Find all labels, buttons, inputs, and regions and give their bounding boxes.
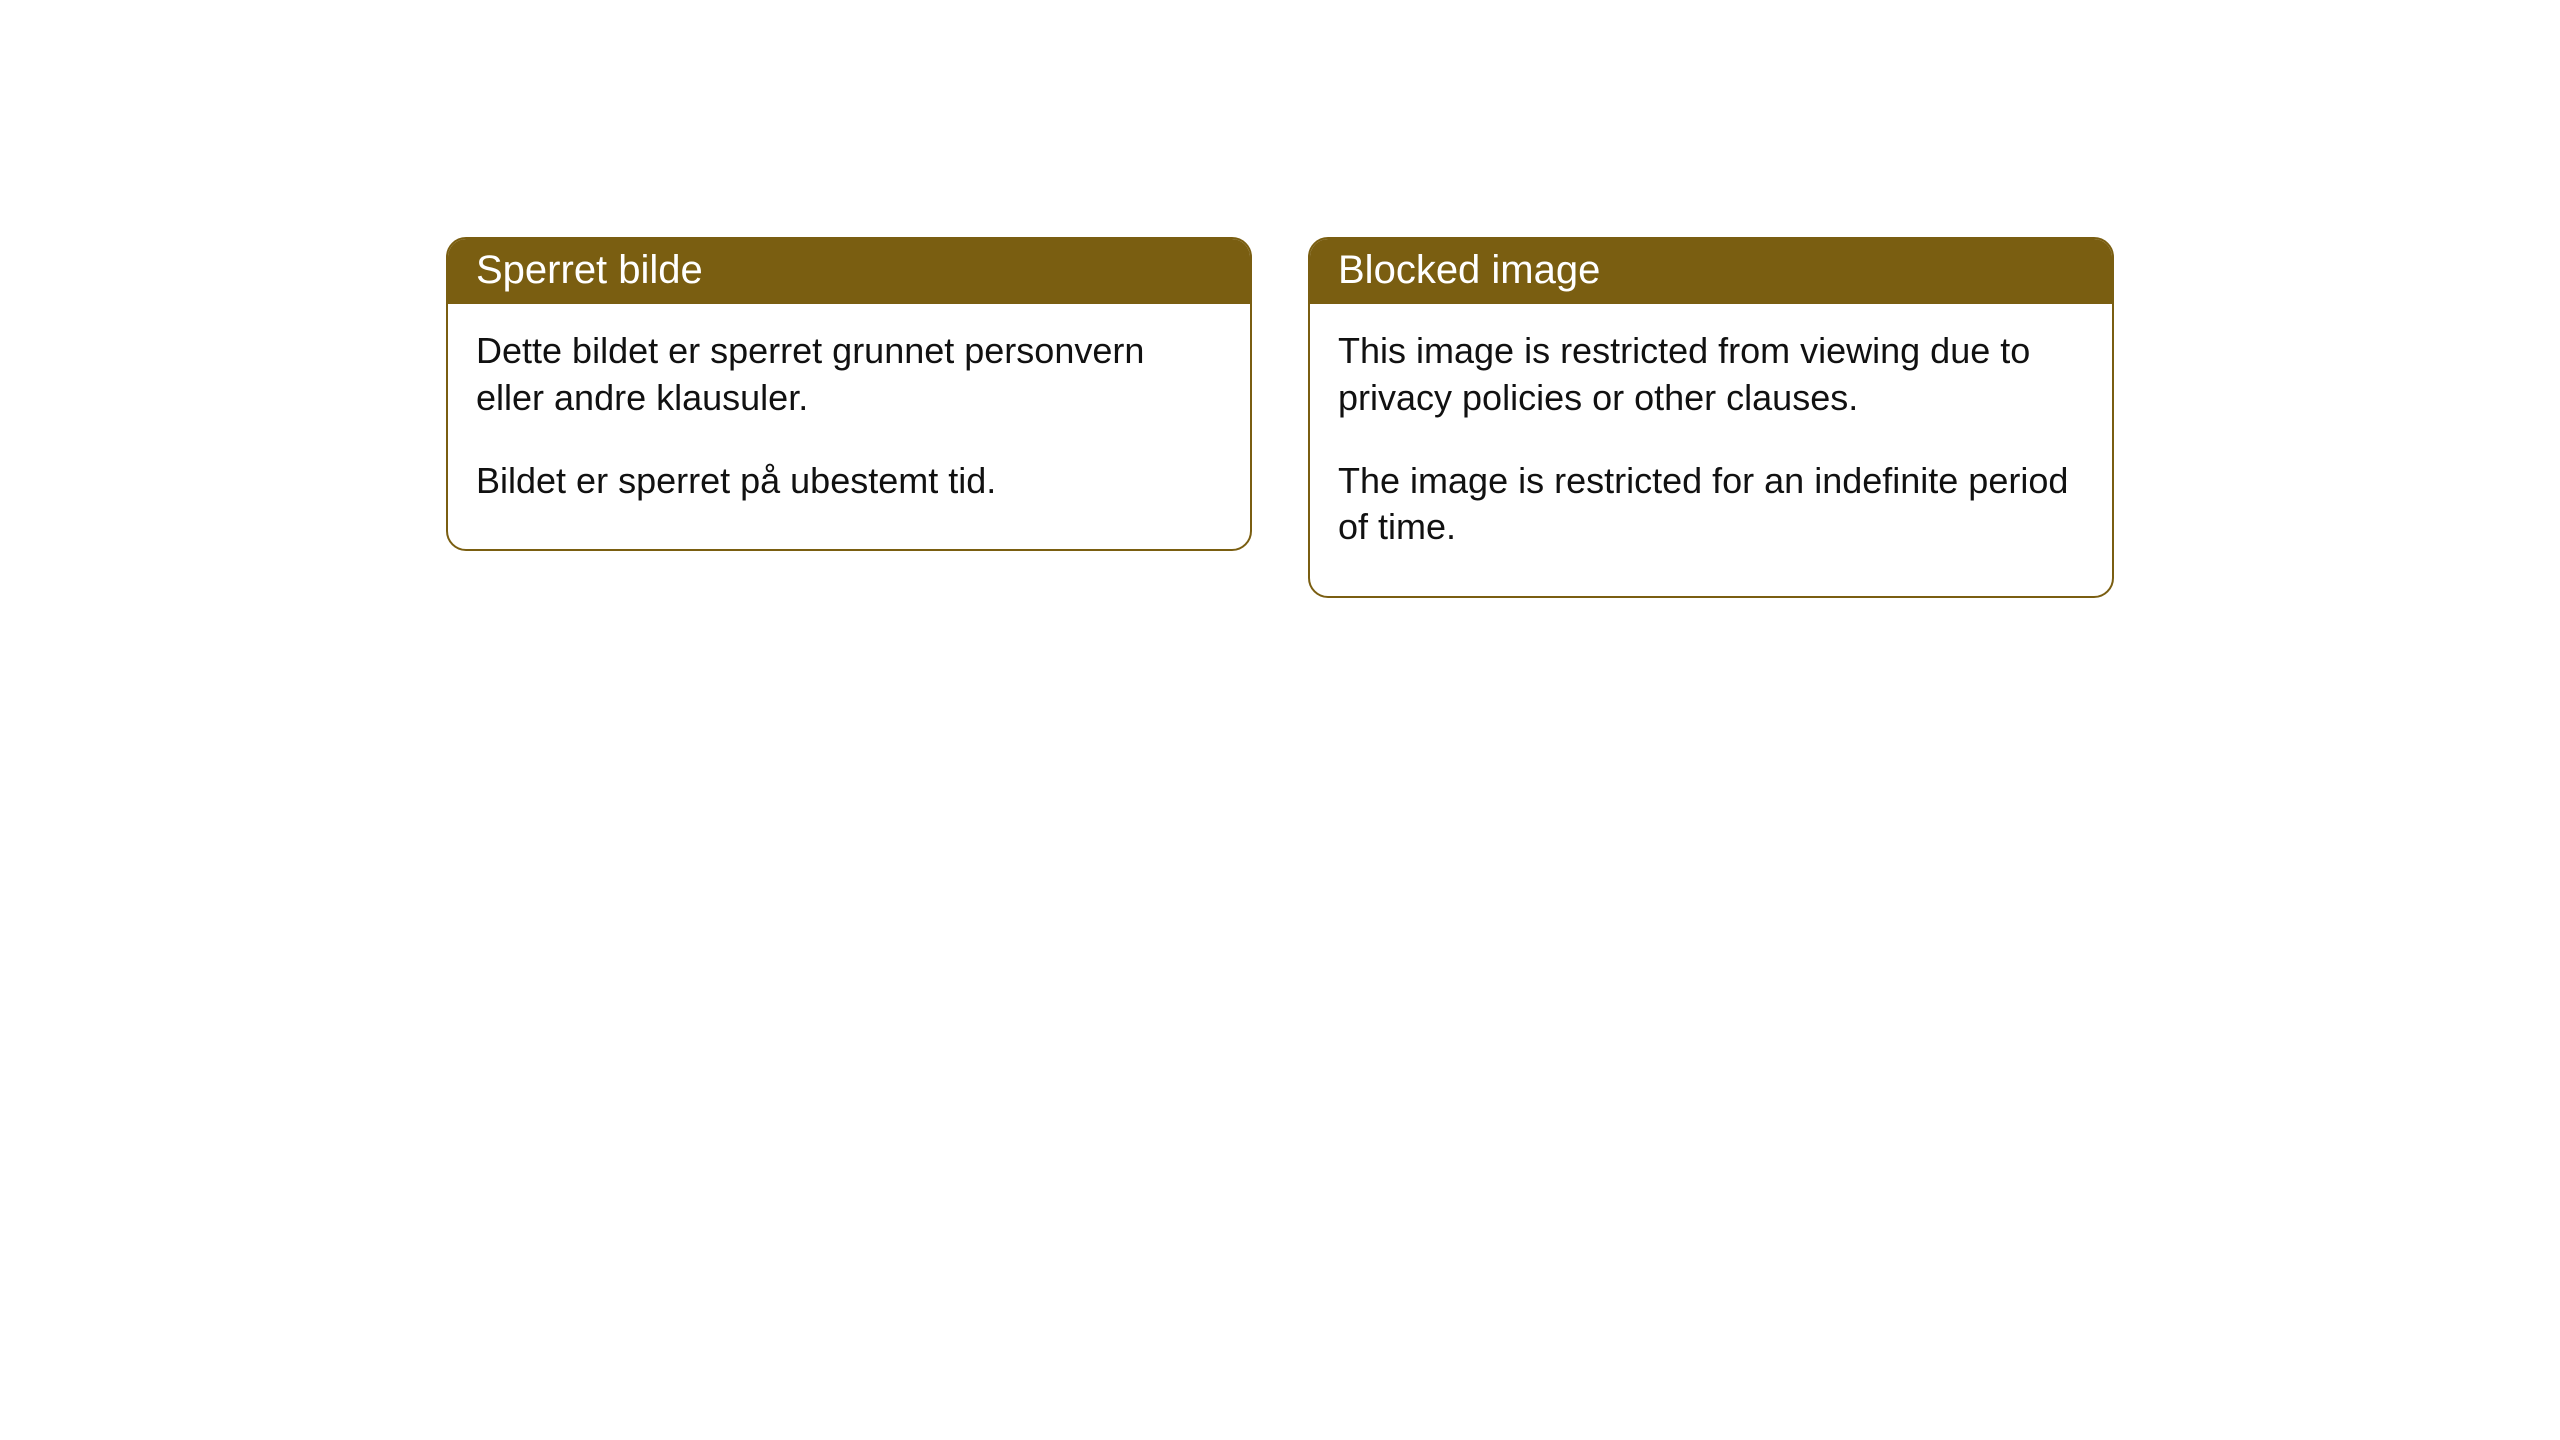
- card-header: Blocked image: [1310, 239, 2112, 304]
- notice-cards-container: Sperret bilde Dette bildet er sperret gr…: [446, 237, 2114, 1440]
- card-paragraph: Dette bildet er sperret grunnet personve…: [476, 328, 1222, 422]
- card-paragraph: The image is restricted for an indefinit…: [1338, 458, 2084, 552]
- card-body: This image is restricted from viewing du…: [1310, 304, 2112, 596]
- card-title: Blocked image: [1338, 248, 1600, 292]
- notice-card-english: Blocked image This image is restricted f…: [1308, 237, 2114, 598]
- card-paragraph: This image is restricted from viewing du…: [1338, 328, 2084, 422]
- notice-card-norwegian: Sperret bilde Dette bildet er sperret gr…: [446, 237, 1252, 551]
- card-header: Sperret bilde: [448, 239, 1250, 304]
- card-body: Dette bildet er sperret grunnet personve…: [448, 304, 1250, 549]
- card-paragraph: Bildet er sperret på ubestemt tid.: [476, 458, 1222, 505]
- card-title: Sperret bilde: [476, 248, 703, 292]
